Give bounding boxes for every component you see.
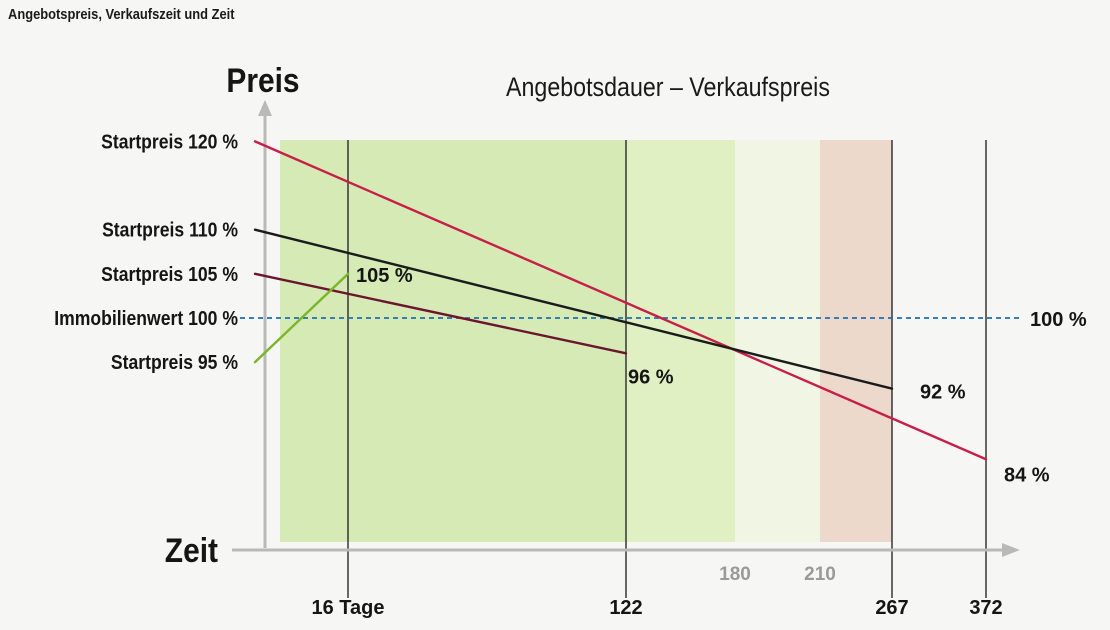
y-labels: Startpreis 120 % Startpreis 110 % Startpre…	[54, 130, 238, 373]
series-line-1	[253, 228, 894, 390]
region-band-2	[735, 140, 820, 542]
series-end-label-2: 96 %	[628, 366, 674, 388]
series-line-0	[253, 140, 988, 461]
chart-labels: Preis Angebotsdauer – Verkaufspreis Zeit	[165, 61, 830, 569]
series-end-labels: 84 % 92 % 96 % 105 %	[356, 265, 1050, 486]
x-tick-labels: 16 Tage 122 180 210 267 372	[312, 564, 1003, 619]
chart-title: Angebotsdauer – Verkaufspreis	[506, 72, 830, 102]
reference-line-group: 100 %	[240, 309, 1087, 331]
region-band-3	[820, 140, 892, 542]
series-end-label-3: 105 %	[356, 265, 413, 287]
series-lines	[253, 140, 988, 461]
x-axis-label: Zeit	[165, 531, 218, 569]
x-tick-372: 372	[969, 597, 1002, 619]
x-tick-16: 16 Tage	[312, 597, 385, 619]
x-tick-210: 210	[804, 564, 836, 585]
series-line-3	[253, 272, 350, 364]
reference-line-label: 100 %	[1030, 309, 1087, 331]
x-axis-arrow	[1002, 543, 1020, 557]
series-end-label-0: 84 %	[1004, 464, 1050, 486]
y-label-105: Startpreis 105 %	[101, 263, 238, 285]
page-title: Angebotspreis, Verkaufszeit und Zeit	[8, 6, 235, 23]
x-tick-180: 180	[719, 564, 751, 585]
y-axis-arrow	[258, 100, 272, 116]
y-label-120: Startpreis 120 %	[101, 130, 238, 152]
region-band-1	[626, 140, 735, 542]
axes	[232, 100, 1020, 557]
x-tick-122: 122	[609, 597, 642, 619]
series-line-2	[253, 272, 628, 355]
x-tick-267: 267	[875, 597, 908, 619]
y-axis-label: Preis	[226, 61, 299, 99]
y-label-100: Immobilienwert 100 %	[54, 307, 238, 329]
vertical-marker-lines	[347, 140, 987, 598]
background-regions	[280, 140, 892, 542]
y-label-110: Startpreis 110 %	[102, 219, 238, 241]
series-end-label-1: 92 %	[920, 382, 966, 404]
y-label-95: Startpreis 95 %	[111, 351, 238, 373]
